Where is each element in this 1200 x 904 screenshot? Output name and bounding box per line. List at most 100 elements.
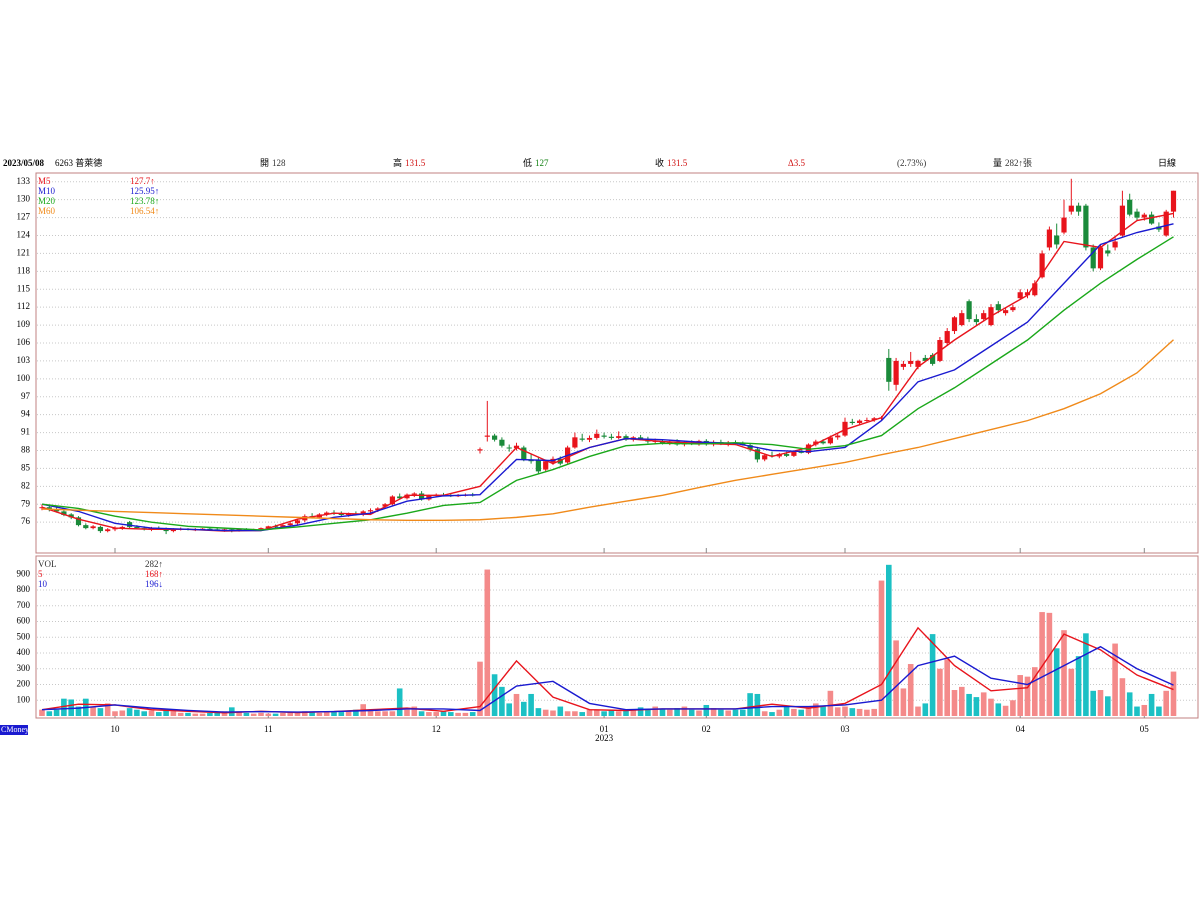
volume-bar bbox=[1170, 671, 1177, 716]
y-tick-label: 112 bbox=[17, 301, 30, 311]
candle-body bbox=[827, 437, 833, 444]
volume-bar bbox=[988, 698, 994, 716]
y-tick-label: 600 bbox=[17, 616, 31, 626]
candle-body bbox=[1090, 247, 1096, 269]
candle-body bbox=[382, 504, 388, 507]
candle-body bbox=[762, 455, 768, 460]
volume-bar bbox=[959, 686, 965, 716]
volume-bar bbox=[718, 709, 724, 716]
x-tick-label: 12 bbox=[432, 724, 441, 734]
candle-body bbox=[1105, 250, 1111, 254]
volume-bar bbox=[1075, 656, 1082, 716]
volume-bar bbox=[754, 693, 761, 716]
volume-bar bbox=[199, 713, 206, 716]
candle-body bbox=[273, 526, 279, 528]
volume-bar bbox=[1105, 696, 1111, 716]
candle-body bbox=[1039, 253, 1045, 278]
y-tick-label: 97 bbox=[21, 391, 31, 401]
legend-value: 125.95↑ bbox=[130, 186, 159, 196]
candle-body bbox=[791, 451, 797, 456]
volume-bar bbox=[820, 706, 826, 716]
volume-bar bbox=[951, 690, 958, 716]
y-tick-label: 127 bbox=[17, 212, 31, 222]
field-name: 高 bbox=[393, 157, 402, 168]
y-tick-label: 400 bbox=[17, 647, 31, 657]
volume-bar bbox=[280, 712, 286, 716]
candle-body bbox=[404, 494, 410, 499]
legend-name: M60 bbox=[38, 206, 56, 216]
candle-body bbox=[1127, 199, 1133, 215]
candle-body bbox=[499, 439, 505, 446]
ma-line bbox=[41, 236, 1174, 531]
volume-bar bbox=[426, 712, 432, 716]
volume-bar bbox=[1039, 612, 1045, 716]
volume-bar bbox=[1032, 667, 1038, 716]
candle-body bbox=[492, 435, 498, 440]
volume-bar bbox=[148, 710, 155, 716]
candle-body bbox=[419, 493, 425, 500]
volume-bar bbox=[849, 708, 856, 716]
volume-bar bbox=[615, 711, 622, 716]
brand-badge bbox=[0, 725, 28, 735]
volume-bar bbox=[1163, 690, 1169, 716]
candle-body bbox=[119, 526, 125, 529]
volume-bar bbox=[302, 711, 308, 716]
volume-bar bbox=[382, 711, 388, 716]
legend-value: 106.54↑ bbox=[130, 206, 159, 216]
volume-bar bbox=[966, 693, 972, 716]
candle-body bbox=[784, 454, 790, 456]
volume-bar bbox=[46, 711, 53, 716]
candle-body bbox=[747, 445, 753, 450]
volume-bar bbox=[586, 709, 593, 716]
legend-name: M10 bbox=[38, 186, 56, 196]
candle-body bbox=[586, 437, 593, 440]
volume-bar bbox=[864, 709, 870, 716]
volume-bar bbox=[740, 709, 746, 716]
date: 2023/05/08 bbox=[3, 158, 45, 168]
volume-bar bbox=[433, 712, 439, 716]
volume-bar bbox=[542, 709, 549, 716]
volume-bar bbox=[375, 711, 381, 716]
candle-body bbox=[1149, 214, 1155, 224]
volume-bar bbox=[250, 713, 257, 716]
volume-bar bbox=[710, 708, 717, 716]
candle-body bbox=[134, 526, 140, 529]
candle-body bbox=[46, 507, 52, 510]
candle-body bbox=[506, 447, 512, 449]
candle-body bbox=[915, 360, 921, 367]
field-value: Δ3.5 bbox=[788, 158, 806, 168]
candle-body bbox=[324, 512, 330, 515]
candle-body bbox=[1054, 235, 1060, 245]
field-value: 131.5 bbox=[667, 158, 688, 168]
volume-bar bbox=[1053, 648, 1060, 716]
volume-bar bbox=[119, 710, 126, 716]
candle-body bbox=[170, 529, 176, 532]
candle-body bbox=[601, 435, 607, 437]
volume-bar bbox=[1068, 668, 1075, 716]
y-tick-label: 121 bbox=[17, 247, 31, 257]
candle-body bbox=[820, 441, 826, 444]
field-name: 開 bbox=[260, 158, 269, 168]
volume-bar bbox=[272, 713, 279, 716]
candle-body bbox=[908, 360, 914, 364]
candle-body bbox=[1003, 310, 1009, 314]
volume-bar bbox=[769, 712, 775, 716]
candle-body bbox=[849, 421, 855, 424]
volume-bar bbox=[1002, 705, 1009, 716]
volume-bar bbox=[1017, 675, 1023, 716]
volume-bar bbox=[61, 698, 67, 716]
candle-body bbox=[105, 529, 111, 532]
candle-body bbox=[594, 433, 600, 438]
y-tick-label: 200 bbox=[17, 679, 31, 689]
volume-bar bbox=[630, 709, 637, 716]
candle-body bbox=[579, 438, 585, 440]
volume-bar bbox=[834, 707, 841, 716]
candle-body bbox=[973, 319, 979, 323]
candle-body bbox=[1119, 205, 1125, 236]
volume-bar bbox=[243, 712, 250, 716]
volume-bar bbox=[747, 693, 753, 716]
volume-bar bbox=[1046, 612, 1053, 716]
field-value: (2.73%) bbox=[897, 158, 926, 168]
ma-line bbox=[41, 645, 1174, 713]
candle-body bbox=[1097, 247, 1104, 269]
